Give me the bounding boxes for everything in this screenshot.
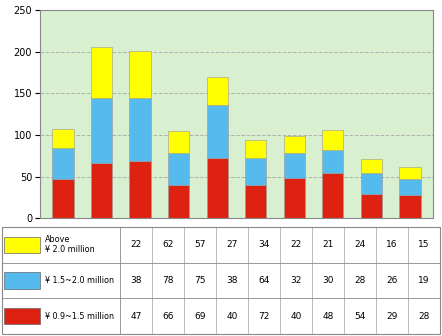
Text: 64: 64	[259, 276, 270, 285]
Bar	[91, 163, 112, 218]
Bar	[206, 158, 228, 218]
Bar	[130, 161, 151, 218]
Text: 62: 62	[163, 240, 174, 249]
Text: 78: 78	[163, 276, 174, 285]
Bar	[322, 150, 343, 173]
Bar	[168, 154, 189, 185]
Text: Hebei: Hebei	[397, 241, 423, 250]
Text: 75: 75	[194, 276, 206, 285]
Text: 54: 54	[354, 312, 366, 321]
Text: Liaoning: Liaoning	[237, 241, 274, 250]
Bar	[322, 173, 343, 218]
Text: 19: 19	[418, 276, 430, 285]
Text: 40: 40	[226, 312, 238, 321]
Bar	[361, 159, 382, 173]
Text: 15: 15	[418, 240, 430, 249]
Bar	[245, 158, 267, 185]
Bar	[284, 136, 305, 154]
Bar	[168, 185, 189, 218]
Bar	[168, 131, 189, 154]
Text: 40: 40	[290, 312, 302, 321]
Bar	[130, 98, 151, 161]
Text: 28: 28	[354, 276, 366, 285]
Text: Jiangsu: Jiangsu	[202, 229, 233, 239]
Text: Zhejiang: Zhejiang	[83, 241, 120, 250]
Bar	[52, 148, 73, 179]
Text: 30: 30	[322, 276, 334, 285]
Bar	[400, 195, 421, 218]
Bar	[245, 140, 267, 158]
Text: 32: 32	[290, 276, 302, 285]
Text: 57: 57	[194, 240, 206, 249]
Text: 69: 69	[194, 312, 206, 321]
Bar	[361, 194, 382, 218]
Text: 24: 24	[354, 240, 366, 249]
Text: 26: 26	[386, 276, 397, 285]
Bar	[361, 173, 382, 194]
Text: 47: 47	[131, 312, 142, 321]
Text: 34: 34	[259, 240, 270, 249]
Text: Shandong: Shandong	[311, 241, 354, 250]
FancyBboxPatch shape	[2, 227, 440, 334]
Bar	[322, 130, 343, 150]
Bar	[206, 105, 228, 158]
Text: 38: 38	[130, 276, 142, 285]
Bar	[91, 98, 112, 163]
Text: 28: 28	[418, 312, 430, 321]
Bar	[245, 185, 267, 218]
Text: Above
¥ 2.0 million: Above ¥ 2.0 million	[45, 235, 95, 254]
Text: Guangdong: Guangdong	[115, 229, 165, 239]
Text: 29: 29	[386, 312, 397, 321]
Text: Shanghai: Shanghai	[351, 229, 392, 239]
Bar	[4, 308, 41, 325]
Bar	[4, 272, 41, 289]
Text: 22: 22	[131, 240, 142, 249]
Text: Beijing: Beijing	[164, 241, 193, 250]
Text: 22: 22	[290, 240, 302, 249]
Bar	[52, 179, 73, 218]
Bar	[4, 237, 41, 253]
Text: 21: 21	[322, 240, 334, 249]
Text: 38: 38	[226, 276, 238, 285]
Text: Sichuan: Sichuan	[277, 229, 312, 239]
Bar	[400, 179, 421, 195]
Text: ¥ 0.9~1.5 million: ¥ 0.9~1.5 million	[45, 312, 114, 321]
Text: Fujian: Fujian	[50, 229, 76, 239]
Bar	[206, 77, 228, 105]
Text: 66: 66	[163, 312, 174, 321]
Bar	[91, 47, 112, 98]
Bar	[284, 154, 305, 178]
Text: ¥ 1.5~2.0 million: ¥ 1.5~2.0 million	[45, 276, 114, 285]
Text: 16: 16	[386, 240, 398, 249]
Bar	[130, 51, 151, 98]
Bar	[400, 167, 421, 179]
Text: 27: 27	[226, 240, 238, 249]
Text: 72: 72	[259, 312, 270, 321]
Text: 48: 48	[322, 312, 334, 321]
Bar	[52, 129, 73, 148]
Bar	[284, 178, 305, 218]
